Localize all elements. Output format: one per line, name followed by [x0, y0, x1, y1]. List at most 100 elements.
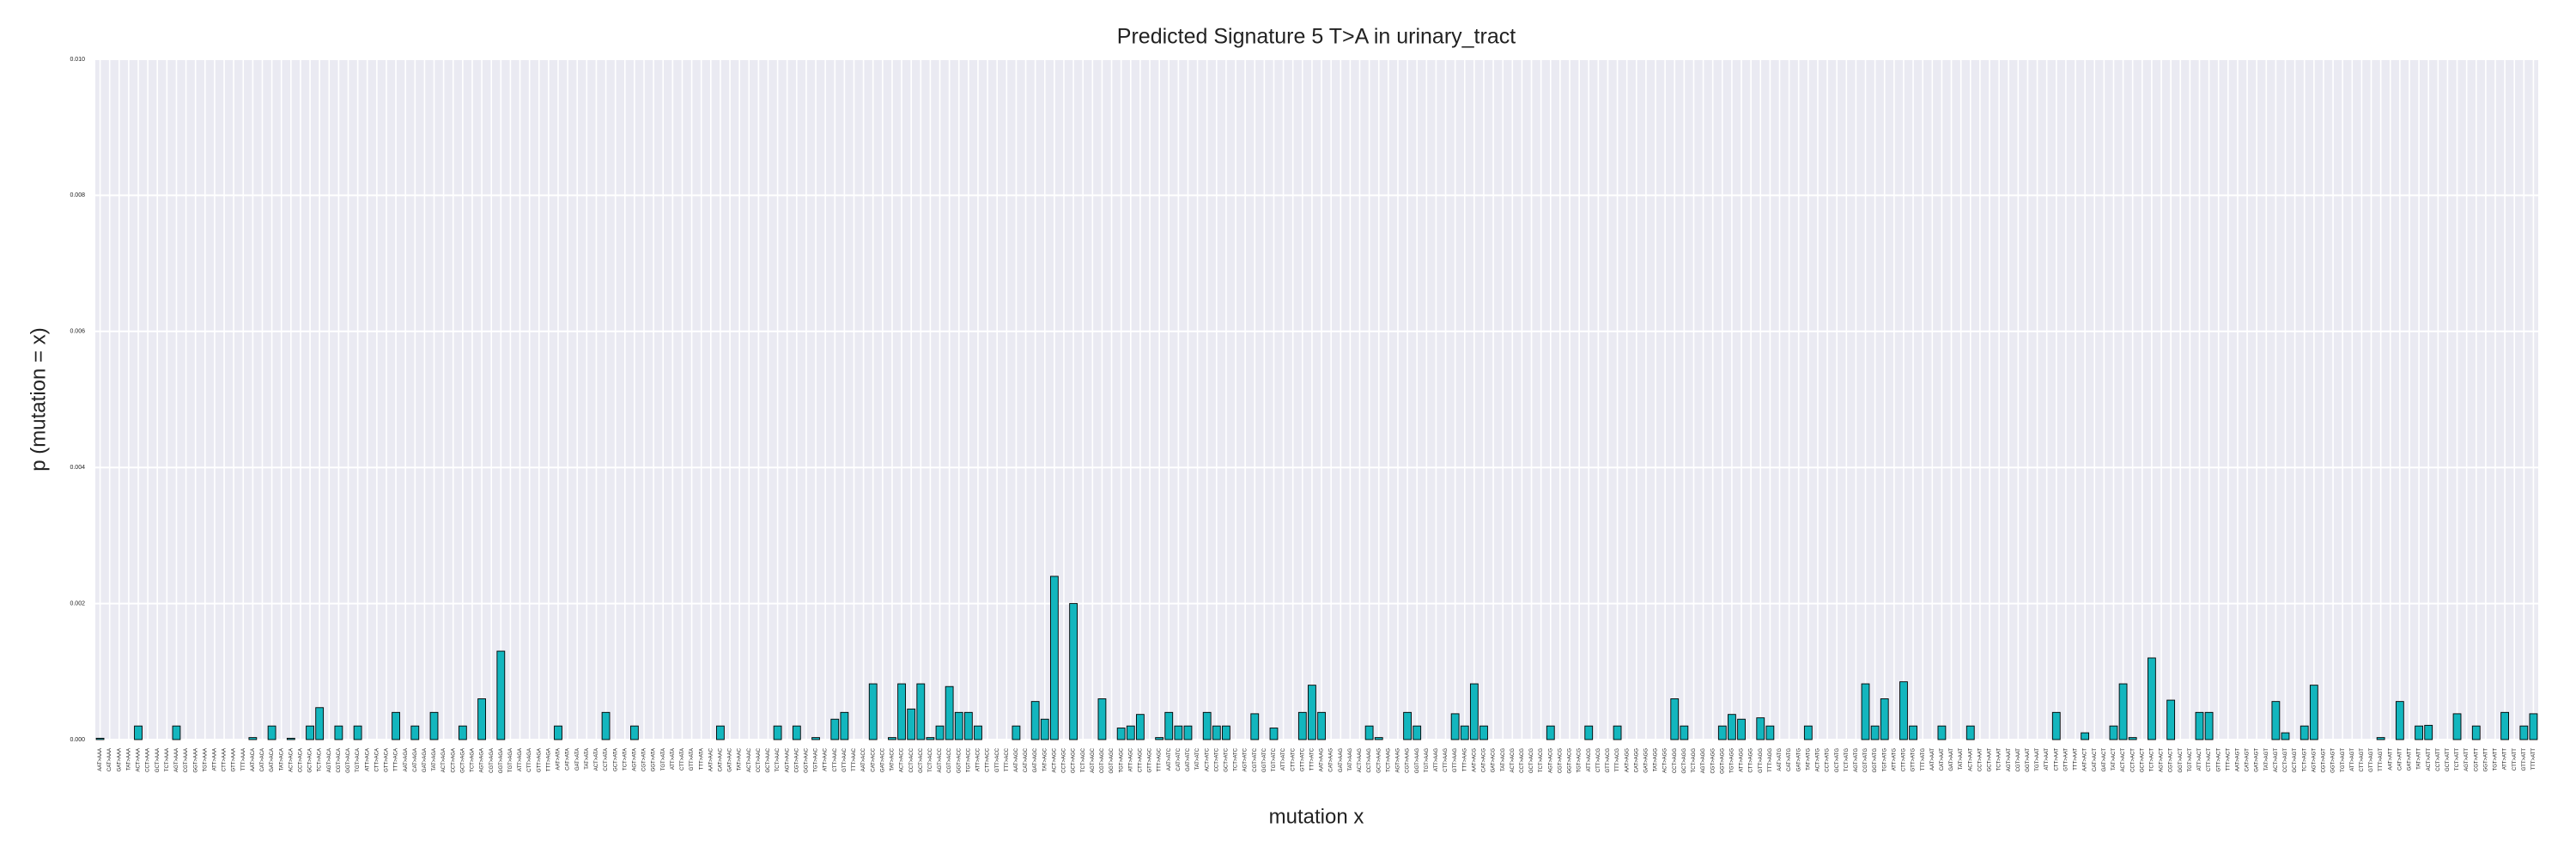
x-tick-label: ATT>AGT [2350, 748, 2355, 771]
x-tick-label: CCT>ACC [909, 747, 914, 772]
x-tick-label: GCT>AGG [1682, 748, 1687, 774]
x-tick-label: CAT>ACA [260, 748, 265, 771]
x-tick-label: TAT>ATA [585, 748, 590, 770]
x-tick-label: AGT>AAA [174, 748, 179, 772]
bar [2300, 725, 2309, 740]
x-tick-label: CTT>ATT [2512, 748, 2518, 771]
x-tick-label: CCT>AGG [1673, 748, 1678, 774]
x-tick-label: ACT>ACA [289, 748, 294, 772]
x-tick-label: CCT>AAT [1978, 748, 1983, 771]
x-tick-label: TAT>ACG [1501, 748, 1506, 771]
x-tick-label: CGT>ACT [2169, 748, 2174, 773]
bar [1909, 725, 1917, 740]
x-tick-label: CAT>ATC [1176, 747, 1182, 771]
x-tick-label: TGT>AGA [508, 748, 513, 772]
x-tick-label: AAT>ACA [251, 748, 256, 771]
x-tick-label: ACT>ACC [900, 747, 905, 772]
x-tick-label: CGT>AAC [794, 747, 799, 772]
x-tick-label: TAT>ATT [2417, 748, 2422, 770]
bar [1450, 713, 1460, 740]
x-tick-label: CGT>AGA [489, 748, 495, 773]
x-tick-label: TAT>AAT [1959, 748, 1964, 771]
x-tick-label: GCT>AAG [1376, 748, 1382, 773]
x-tick-label: TCT>AAG [1386, 748, 1391, 772]
x-tick-label: TCT>ACT [2149, 748, 2154, 772]
x-tick-label: TGT>AAA [203, 748, 208, 772]
x-tick-label: TAT>ATC [1195, 747, 1200, 770]
x-tick-label: TTT>AAA [241, 748, 246, 771]
x-tick-label: CCT>ACG [1520, 748, 1525, 773]
x-tick-label: GCT>ATT [2445, 748, 2451, 771]
x-tick-label: TTT>ATA [699, 748, 704, 770]
x-tick-label: GAT>ACA [270, 748, 275, 772]
x-tick-label: GCT>ATC [1224, 747, 1230, 771]
bar [334, 725, 343, 740]
bar [1269, 728, 1279, 740]
bar [172, 725, 181, 740]
x-tick-label: CTT>ACT [2207, 748, 2212, 772]
x-tick-label: GAT>ACG [1492, 748, 1497, 773]
bar [2166, 699, 2176, 740]
x-tick-label: ATT>AGA [518, 748, 523, 771]
bar [888, 737, 896, 740]
x-tick-label: CGT>ACA [337, 748, 342, 773]
x-tick-label: GGT>AGC [1109, 747, 1115, 773]
bar [2452, 713, 2462, 740]
bar [2081, 732, 2090, 740]
bar [1069, 603, 1078, 740]
bar [1126, 725, 1135, 740]
x-tick-label: TAT>ACC [890, 747, 896, 771]
bar [2309, 685, 2318, 740]
bar [1308, 685, 1316, 740]
x-tick-label: AGT>AGA [480, 748, 485, 773]
bar [963, 711, 973, 740]
x-tick-label: GGT>ATT [2483, 748, 2488, 772]
x-tick-label: TGT>ATT [2494, 748, 2499, 771]
x-tick-label: AGT>ACT [2160, 748, 2165, 772]
x-tick-label: AAT>AGT [2236, 748, 2241, 771]
bar [1297, 711, 1307, 740]
x-tick-label: TCT>ACG [1539, 748, 1544, 773]
x-tick-label: GGT>AAG [1415, 748, 1420, 774]
x-tick-label: AAT>AGG [1625, 748, 1630, 772]
x-tick-label: CAT>ATA [566, 748, 571, 771]
x-tick-label: AGT>ATA [632, 748, 637, 771]
x-tick-label: AAT>ATC [1167, 747, 1172, 771]
x-tick-label: ACT>AGC [1052, 747, 1057, 772]
x-tick-label: CCT>ATC [1214, 747, 1219, 771]
bar [2148, 657, 2156, 740]
bar [1183, 725, 1193, 740]
bar [1155, 737, 1164, 740]
bar [1136, 714, 1145, 740]
x-tick-label: TAT>AAA [126, 748, 131, 771]
x-tick-label: TGT>ATA [661, 748, 666, 771]
bar [306, 725, 314, 740]
bar [2500, 711, 2509, 740]
x-tick-label: ACT>AAT [1968, 748, 1973, 771]
bar [1899, 681, 1908, 740]
x-tick-label: AGT>ATT [2464, 748, 2470, 771]
bar [286, 737, 295, 740]
x-tick-label: GAT>ACT [2102, 748, 2107, 772]
x-tick-label: CCT>AGA [451, 748, 456, 773]
x-tick-label: TGT>AGC [1119, 747, 1124, 772]
x-tick-label: GCT>ACG [1529, 748, 1534, 774]
x-tick-label: ATT>AAT [2044, 748, 2050, 771]
x-tick-label: GGT>AAC [805, 747, 810, 773]
bar [248, 737, 258, 740]
x-tick-label: TGT>AGG [1730, 748, 1735, 773]
x-tick-label: CGT>ATA [642, 748, 647, 771]
x-tick-label: CGT>ACG [1558, 748, 1563, 774]
x-tick-label: AAT>AAA [98, 748, 103, 771]
x-tick-label: GGT>AGA [499, 748, 504, 773]
bar [916, 683, 926, 740]
bar [954, 711, 963, 740]
x-tick-label: GGT>AAT [2026, 748, 2031, 772]
x-tick-label: CGT>AGT [2322, 748, 2327, 773]
bar [2471, 725, 2481, 740]
x-tick-label: TGT>AAG [1425, 748, 1430, 773]
x-tick-label: CAT>ACT [2093, 748, 2098, 771]
x-tick-label: GAT>AGG [1643, 748, 1649, 773]
x-tick-label: ATT>AAG [1434, 748, 1439, 771]
x-tick-label: CAT>AAC [718, 747, 723, 771]
